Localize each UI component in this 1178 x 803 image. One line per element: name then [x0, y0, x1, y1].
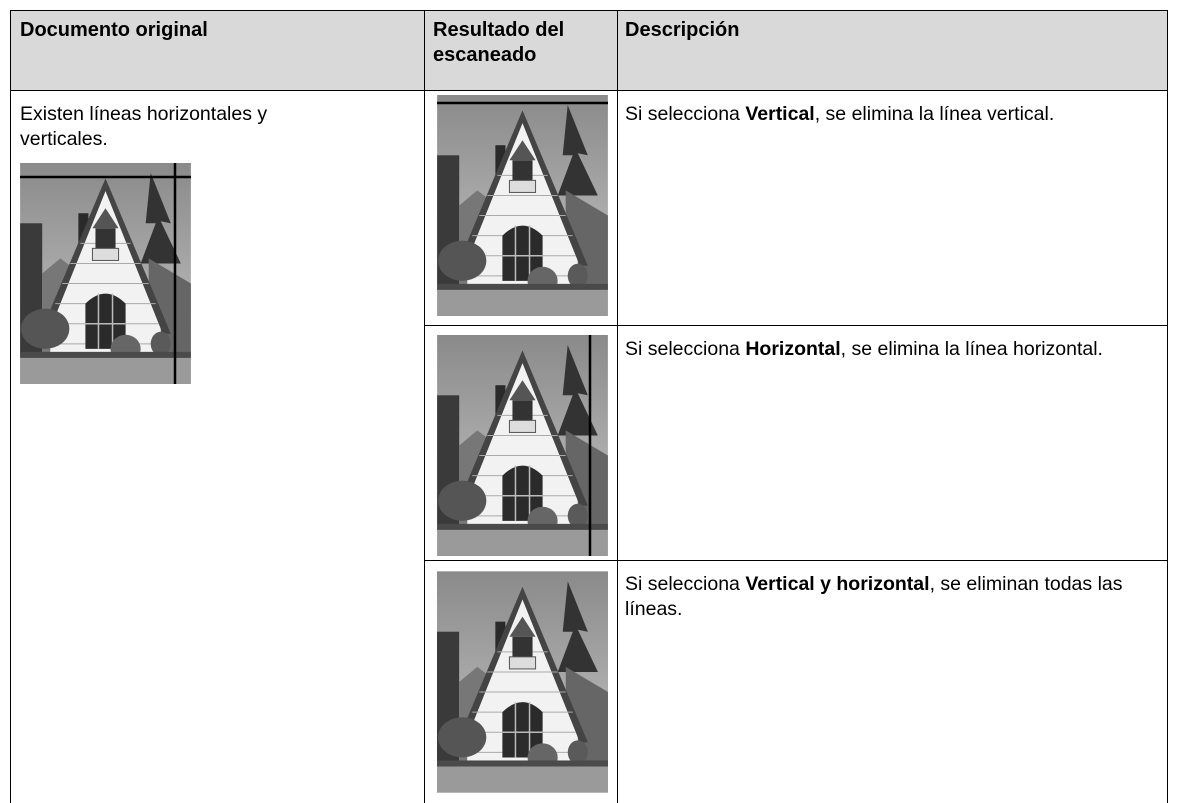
- result-image: [437, 95, 608, 316]
- description: Si selecciona Vertical y horizontal, se …: [625, 572, 1165, 622]
- text: , se eliminan todas las líneas.: [625, 573, 1123, 620]
- description: Si selecciona Horizontal, se elimina la …: [625, 337, 1165, 362]
- border: [1167, 10, 1168, 803]
- header-cell: Resultado del escaneado: [433, 19, 565, 66]
- result-image: [437, 570, 608, 794]
- text: , se elimina la línea vertical.: [814, 103, 1055, 125]
- border: [10, 10, 1168, 11]
- option: Vertical y horizontal: [745, 573, 930, 595]
- result-image: [437, 335, 608, 556]
- header-cell: Documento original: [20, 19, 208, 41]
- border: [424, 10, 425, 803]
- text: Si selecciona: [625, 103, 746, 125]
- original-image: [20, 163, 191, 384]
- text: Si selecciona: [625, 338, 746, 360]
- text: Si selecciona: [625, 573, 746, 595]
- border: [10, 10, 11, 803]
- text: , se elimina la línea horizontal.: [840, 338, 1103, 360]
- original-text: Existen líneas horizontales y verticales…: [20, 103, 268, 150]
- option: Horizontal: [745, 338, 841, 360]
- header-background: [10, 10, 1168, 90]
- description: Si selecciona Vertical, se elimina la lí…: [625, 102, 1165, 127]
- header-cell: Descripción: [625, 19, 740, 41]
- border: [424, 560, 1168, 561]
- option: Vertical: [745, 103, 815, 125]
- border: [617, 10, 618, 803]
- border: [424, 325, 1168, 326]
- border: [10, 90, 1168, 91]
